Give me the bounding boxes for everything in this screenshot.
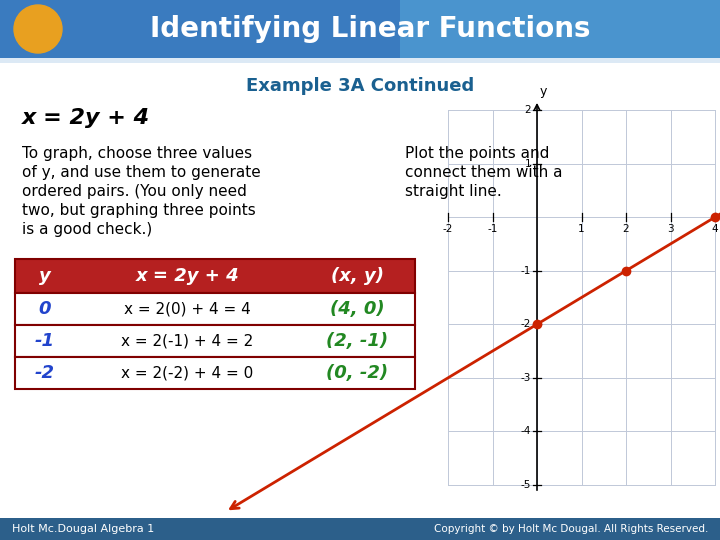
Text: x = 2y + 4: x = 2y + 4	[135, 267, 239, 285]
Text: -1: -1	[487, 224, 498, 234]
Text: 1: 1	[578, 224, 585, 234]
Bar	[15, 293, 415, 325]
Text: -1: -1	[521, 266, 531, 276]
Text: Plot the points and: Plot the points and	[405, 146, 549, 161]
Text: Identifying Linear Functions: Identifying Linear Functions	[150, 15, 590, 43]
Text: of y, and use them to generate: of y, and use them to generate	[22, 165, 261, 180]
Text: x = 2(-2) + 4 = 0: x = 2(-2) + 4 = 0	[122, 366, 253, 381]
Bar	[0, 0, 720, 58]
Bar	[400, 0, 720, 58]
Text: straight line.: straight line.	[405, 184, 502, 199]
Text: Holt Mc.Dougal Algebra 1: Holt Mc.Dougal Algebra 1	[12, 524, 154, 534]
Text: x = 2(0) + 4 = 4: x = 2(0) + 4 = 4	[124, 301, 251, 316]
Text: two, but graphing three points: two, but graphing three points	[22, 203, 256, 218]
Text: -2: -2	[35, 364, 55, 382]
Text: To graph, choose three values: To graph, choose three values	[22, 146, 252, 161]
Text: -1: -1	[35, 332, 55, 350]
Text: 2: 2	[524, 105, 531, 115]
Text: is a good check.): is a good check.)	[22, 222, 152, 237]
Text: 0: 0	[39, 300, 51, 318]
Text: (4, 0): (4, 0)	[330, 300, 384, 318]
Text: connect them with a: connect them with a	[405, 165, 562, 180]
Bar	[15, 357, 415, 389]
Circle shape	[14, 5, 62, 53]
Text: 1: 1	[524, 159, 531, 168]
Text: x = 2(-1) + 4 = 2: x = 2(-1) + 4 = 2	[122, 334, 253, 348]
Text: (x, y): (x, y)	[331, 267, 384, 285]
Text: y: y	[540, 85, 547, 98]
Bar	[448, 110, 715, 485]
Bar	[15, 259, 415, 293]
Text: 4: 4	[711, 224, 719, 234]
Text: Example 3A Continued: Example 3A Continued	[246, 77, 474, 95]
Text: (0, -2): (0, -2)	[326, 364, 389, 382]
Text: -4: -4	[521, 427, 531, 436]
Text: y: y	[39, 267, 51, 285]
Text: -2: -2	[521, 319, 531, 329]
Text: -5: -5	[521, 480, 531, 490]
Text: 3: 3	[667, 224, 674, 234]
Text: 2: 2	[623, 224, 629, 234]
Text: x = 2y + 4: x = 2y + 4	[22, 108, 150, 128]
Bar	[15, 325, 415, 357]
Bar	[0, 518, 720, 540]
Text: -3: -3	[521, 373, 531, 383]
Text: ordered pairs. (You only need: ordered pairs. (You only need	[22, 184, 247, 199]
Text: (2, -1): (2, -1)	[326, 332, 389, 350]
Bar	[0, 63, 720, 518]
Text: -2: -2	[443, 224, 453, 234]
Text: Copyright © by Holt Mc Dougal. All Rights Reserved.: Copyright © by Holt Mc Dougal. All Right…	[433, 524, 708, 534]
